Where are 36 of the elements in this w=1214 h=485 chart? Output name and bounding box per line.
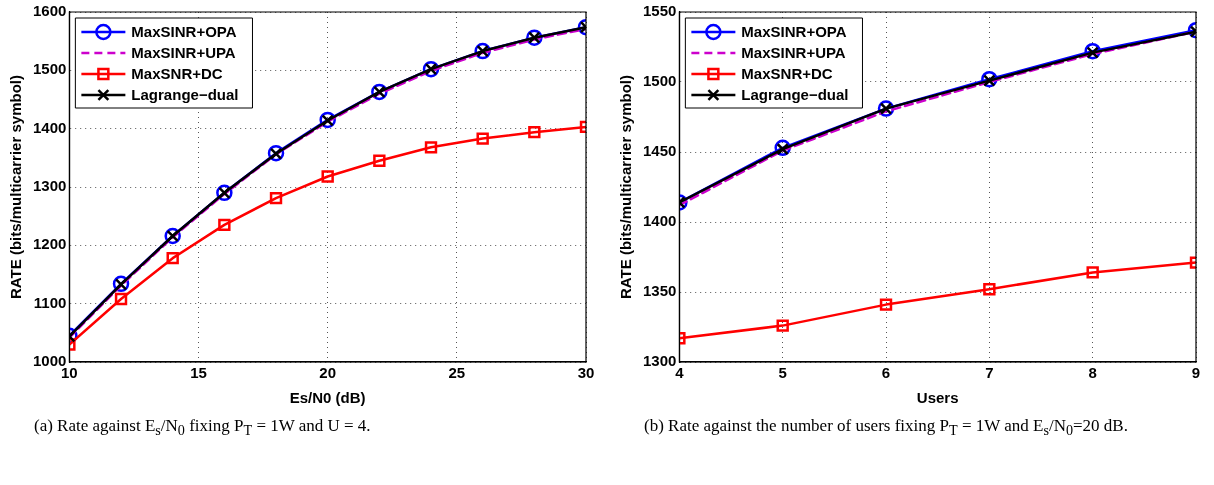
y-tick-label: 1350 (642, 282, 677, 300)
y-tick-label: 1300 (32, 177, 67, 195)
x-tick-label: 20 (319, 364, 337, 382)
y-tick-label: 1400 (642, 212, 677, 230)
x-tick-label: 5 (778, 364, 787, 382)
x-axis-title: Users (916, 389, 959, 407)
y-tick-label: 1200 (32, 235, 67, 253)
text: (b) Rate against the number of users fixing P$_{T}$ = 1W and E$_{s}$/N$_{0}$=20 dB. (644, 416, 1129, 440)
legend-label: Lagrange−dual (741, 86, 849, 104)
y-tick-label: 1300 (642, 352, 677, 370)
x-tick-label: 4 (675, 364, 685, 382)
y-axis-title: RATE (bits/multicarrier symbol) (7, 75, 25, 299)
legend-label: MaxSNR+DC (131, 65, 223, 83)
y-tick-label: 1500 (32, 60, 67, 78)
legend-label: MaxSINR+OPA (741, 23, 847, 41)
x-tick-label: 9 (1191, 364, 1201, 382)
y-tick-label: 1450 (642, 142, 677, 160)
y-axis-title: RATE (bits/multicarrier symbol) (617, 75, 635, 299)
y-tick-label: 1600 (32, 2, 67, 20)
legend-label: MaxSINR+OPA (131, 23, 237, 41)
legend-label: MaxSNR+DC (741, 65, 833, 83)
y-tick-label: 1500 (642, 72, 677, 90)
legend-label: MaxSINR+UPA (131, 44, 236, 62)
text: (a) Rate against E$_{s}$/N$_{0}$ fixing P$_{T}$ = 1W and U = 4. (34, 416, 372, 440)
x-tick-label: 25 (448, 364, 466, 382)
legend-label: Lagrange−dual (131, 86, 239, 104)
x-tick-label: 6 (881, 364, 891, 382)
x-tick-label: 7 (985, 364, 994, 382)
x-tick-label: 8 (1088, 364, 1097, 382)
y-tick-label: 1550 (642, 2, 677, 20)
x-axis-title: Es/N0 (dB) (289, 389, 366, 407)
y-tick-label: 1100 (33, 293, 67, 311)
y-tick-label: 1400 (32, 118, 67, 136)
x-tick-label: 15 (190, 364, 207, 382)
legend-label: MaxSINR+UPA (741, 44, 846, 62)
x-tick-label: 30 (577, 364, 595, 382)
